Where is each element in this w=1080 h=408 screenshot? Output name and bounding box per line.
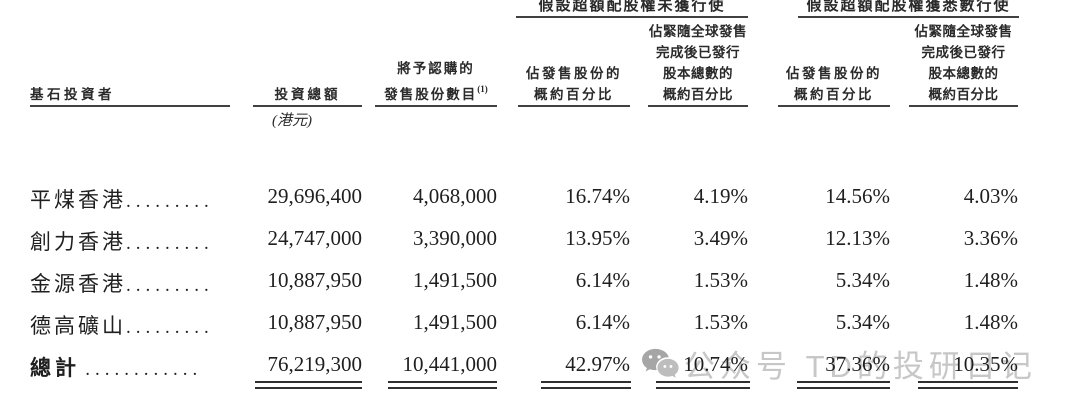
- col-header-investor: 基石投資者: [30, 28, 230, 107]
- group-header-no-exercise: 假設超額配股權未獲行使: [516, 0, 748, 18]
- shares-count: 1,491,500: [413, 310, 497, 334]
- table-row: 創力香港......... 24,747,000 3,390,000 13.95…: [0, 226, 1080, 256]
- shares-count: 4,068,000: [413, 184, 497, 208]
- watermark-text: 公众号 TD的投研日记: [684, 349, 1037, 384]
- col-header-label: 佔緊隨全球發售: [914, 24, 1013, 39]
- shares-count: 1,491,500: [413, 268, 497, 292]
- shares-count-total: 10,441,000: [402, 352, 498, 376]
- pct-offer-full-exercise: 5.34%: [835, 310, 890, 334]
- dot-leader: .........: [126, 275, 214, 296]
- total-double-rule: [255, 381, 362, 389]
- pct-capital-no-exercise: 3.49%: [693, 226, 748, 250]
- group-header-full-exercise: 假設超額配股權獲悉數行使: [798, 0, 1019, 18]
- pct-capital-full-exercise: 3.36%: [963, 226, 1018, 250]
- dot-leader: .........: [126, 191, 214, 212]
- investor-name-cell: 平煤香港.........: [30, 184, 242, 214]
- col-header-label: 將予認購的: [397, 61, 475, 76]
- total-double-rule: [918, 381, 1018, 389]
- pct-capital-no-exercise: 1.53%: [693, 268, 748, 292]
- investor-name-cell: 德高礦山.........: [30, 310, 242, 340]
- investor-name: 平煤香港: [30, 188, 126, 212]
- total-double-rule: [541, 381, 631, 389]
- dot-leader: ............: [85, 359, 203, 380]
- pct-offer-full-exercise: 5.34%: [835, 268, 890, 292]
- group-header-label: 假設超額配股權未獲行使: [538, 0, 726, 14]
- investment-amount: 24,747,000: [267, 226, 363, 250]
- investment-amount: 29,696,400: [267, 184, 363, 208]
- col-header-label: 股本總數的: [928, 66, 999, 81]
- col-header-label: 完成後已發行: [921, 45, 1006, 60]
- investor-name: 金源香港: [30, 272, 126, 296]
- pct-offer-no-exercise: 6.14%: [575, 310, 630, 334]
- col-header-pct-offer-full-exercise: 佔發售股份的 概約百分比: [778, 28, 890, 107]
- total-label: 總計: [30, 356, 80, 380]
- watermark: 公众号 TD的投研日记: [641, 341, 1037, 386]
- col-header-label: 概約百分比: [794, 87, 874, 102]
- pct-capital-full-exercise: 4.03%: [963, 184, 1018, 208]
- group-header-label: 假設超額配股權獲悉數行使: [806, 0, 1011, 14]
- pct-offer-full-exercise-total: 37.36%: [825, 352, 890, 376]
- col-header-label: 股本總數的: [663, 66, 733, 81]
- investment-amount-total: 76,219,300: [267, 352, 363, 376]
- pct-offer-no-exercise: 13.95%: [565, 226, 630, 250]
- total-double-rule: [388, 381, 497, 389]
- currency-unit: (港元): [272, 113, 312, 129]
- total-double-rule: [656, 381, 750, 389]
- col-header-label: 完成後已發行: [656, 45, 740, 60]
- pct-offer-full-exercise: 14.56%: [825, 184, 890, 208]
- investment-amount: 10,887,950: [267, 268, 363, 292]
- shares-count: 3,390,000: [413, 226, 497, 250]
- col-header-label: 發售股份數目(1): [384, 84, 488, 102]
- col-header-shares: 將予認購的 發售股份數目(1): [375, 28, 497, 107]
- table-row: 平煤香港......... 29,696,400 4,068,000 16.74…: [0, 184, 1080, 214]
- col-header-label: 佔緊隨全球發售: [649, 24, 747, 39]
- pct-capital-no-exercise-total: 10.74%: [683, 352, 748, 376]
- wechat-icon: [642, 348, 679, 378]
- pct-offer-full-exercise: 12.13%: [825, 226, 890, 250]
- col-header-label: 概約百分比: [928, 87, 999, 102]
- investor-name-cell: 創力香港.........: [30, 226, 242, 256]
- pct-offer-no-exercise: 6.14%: [575, 268, 630, 292]
- investment-amount: 10,887,950: [267, 310, 363, 334]
- col-header-label: 概約百分比: [663, 87, 733, 102]
- footnote-1-marker: (1): [477, 84, 488, 94]
- col-header-pct-capital-no-exercise: 佔緊隨全球發售 完成後已發行 股本總數的 概約百分比: [648, 24, 748, 107]
- pct-capital-no-exercise: 1.53%: [693, 310, 748, 334]
- total-double-rule: [797, 381, 890, 389]
- col-header-label: 佔發售股份的: [786, 66, 882, 81]
- dot-leader: .........: [126, 233, 214, 254]
- total-label-cell: 總計 ............: [30, 352, 242, 382]
- pct-capital-full-exercise: 1.48%: [963, 268, 1018, 292]
- dot-leader: .........: [126, 317, 214, 338]
- col-header-label: 投資總額: [274, 87, 341, 102]
- pct-capital-no-exercise: 4.19%: [693, 184, 748, 208]
- col-header-investment: 投資總額: [253, 28, 362, 107]
- table-row-total: 總計 ............ 76,219,300 10,441,000 42…: [0, 352, 1080, 382]
- investor-name: 德高礦山: [30, 314, 126, 338]
- pct-offer-no-exercise-total: 42.97%: [565, 352, 630, 376]
- pct-capital-full-exercise-total: 10.35%: [953, 352, 1018, 376]
- investor-name: 創力香港: [30, 230, 126, 254]
- col-header-pct-offer-no-exercise: 佔發售股份的 概約百分比: [518, 28, 630, 107]
- table-row: 德高礦山......... 10,887,950 1,491,500 6.14%…: [0, 310, 1080, 340]
- pct-offer-no-exercise: 16.74%: [565, 184, 630, 208]
- investor-name-cell: 金源香港.........: [30, 268, 242, 298]
- pct-capital-full-exercise: 1.48%: [963, 310, 1018, 334]
- col-header-pct-capital-full-exercise: 佔緊隨全球發售 完成後已發行 股本總數的 概約百分比: [909, 24, 1018, 107]
- col-header-label: 基石投資者: [30, 87, 115, 102]
- col-header-label: 佔發售股份的: [526, 66, 622, 81]
- col-header-label: 概約百分比: [534, 87, 614, 102]
- table-row: 金源香港......... 10,887,950 1,491,500 6.14%…: [0, 268, 1080, 298]
